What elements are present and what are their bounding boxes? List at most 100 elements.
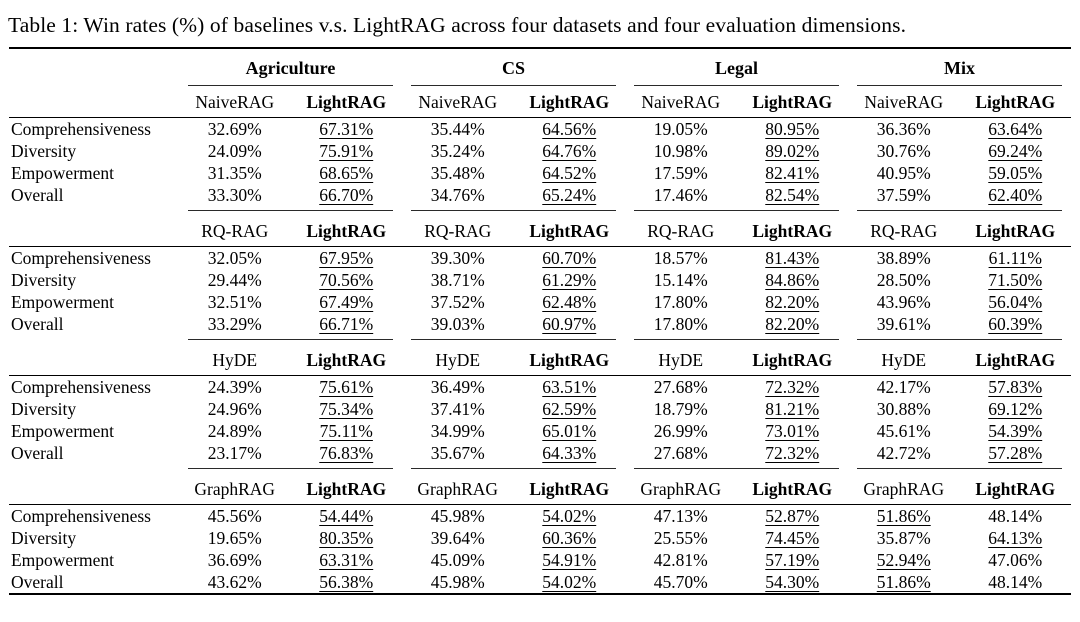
lightrag-win-rate: 82.20% xyxy=(765,314,820,334)
group-rule xyxy=(179,206,402,216)
lightrag-header: LightRAG xyxy=(736,345,848,376)
lightrag-win-rate: 64.76% xyxy=(542,141,597,161)
baseline-win-rate: 18.57% xyxy=(653,248,708,268)
baseline-win-rate: 34.76% xyxy=(430,185,485,205)
lightrag-win-rate: 68.65% xyxy=(319,163,374,183)
lightrag-win-rate: 89.02% xyxy=(765,141,820,161)
lightrag-win-rate: 82.41% xyxy=(765,163,820,183)
metric-label: Overall xyxy=(10,185,64,205)
lightrag-win-rate: 69.12% xyxy=(988,399,1043,419)
baseline-win-rate: 36.36% xyxy=(876,119,931,139)
baseline-name-header: RQ-RAG xyxy=(848,216,960,247)
baseline-name-header: HyDE xyxy=(401,345,514,376)
lightrag-win-rate: 60.97% xyxy=(542,314,597,334)
baseline-win-rate: 26.99% xyxy=(653,421,708,441)
baseline-win-rate: 45.98% xyxy=(430,506,485,526)
lightrag-win-rate: 64.33% xyxy=(542,443,597,463)
baseline-name-header: NaiveRAG xyxy=(848,87,960,118)
lightrag-header: LightRAG xyxy=(290,216,402,247)
lightrag-win-rate: 54.02% xyxy=(542,506,597,526)
metric-label: Overall xyxy=(10,314,64,334)
lightrag-header: LightRAG xyxy=(513,87,625,118)
group-rule xyxy=(402,335,625,345)
lightrag-header: LightRAG xyxy=(513,345,625,376)
lightrag-win-rate: 54.39% xyxy=(988,421,1043,441)
dataset-header: Legal xyxy=(625,47,848,87)
baseline-name-header: RQ-RAG xyxy=(401,216,514,247)
lightrag-win-rate: 80.35% xyxy=(319,528,374,548)
baseline-win-rate: 39.64% xyxy=(430,528,485,548)
lightrag-header: LightRAG xyxy=(513,216,625,247)
lightrag-win-rate: 56.04% xyxy=(988,292,1043,312)
baseline-name-header: GraphRAG xyxy=(178,474,291,505)
baseline-win-rate: 45.09% xyxy=(430,550,485,570)
lightrag-win-rate: 64.13% xyxy=(988,528,1043,548)
lightrag-win-rate: 76.83% xyxy=(319,443,374,463)
group-rule xyxy=(402,206,625,216)
lightrag-win-rate: 54.44% xyxy=(319,506,374,526)
baseline-win-rate: 34.99% xyxy=(430,421,485,441)
baseline-win-rate: 32.05% xyxy=(207,248,262,268)
lightrag-win-rate: 60.70% xyxy=(542,248,597,268)
results-table: Agriculture CS Legal Mix NaiveRAG LightRAG Nai… xyxy=(8,47,1071,595)
lightrag-win-rate: 75.61% xyxy=(319,377,374,397)
lightrag-win-rate: 54.30% xyxy=(736,571,848,595)
baseline-win-rate: 39.03% xyxy=(430,314,485,334)
lightrag-win-rate: 67.49% xyxy=(319,292,374,312)
baseline-win-rate: 17.80% xyxy=(653,292,708,312)
lightrag-header: LightRAG xyxy=(959,474,1071,505)
baseline-win-rate: 38.71% xyxy=(430,270,485,290)
baseline-win-rate: 43.96% xyxy=(876,292,931,312)
baseline-win-rate: 42.17% xyxy=(876,377,931,397)
dataset-header: Agriculture xyxy=(178,47,402,87)
baseline-win-rate: 10.98% xyxy=(653,141,708,161)
group-rule xyxy=(848,206,1071,216)
lightrag-header: LightRAG xyxy=(959,216,1071,247)
spacer-cell xyxy=(9,335,179,345)
subhead-empty-cell xyxy=(8,216,179,247)
lightrag-win-rate: 66.70% xyxy=(319,185,374,205)
baseline-name-header: RQ-RAG xyxy=(178,216,291,247)
results-table-body: Agriculture CS Legal Mix NaiveRAG LightRAG Nai… xyxy=(8,47,1071,595)
baseline-win-rate: 19.65% xyxy=(207,528,262,548)
lightrag-win-rate: 81.21% xyxy=(765,399,820,419)
lightrag-win-rate: 59.05% xyxy=(988,163,1043,183)
baseline-win-rate: 43.62% xyxy=(178,571,291,595)
baseline-win-rate: 42.72% xyxy=(876,443,931,463)
lightrag-win-rate: 57.28% xyxy=(988,443,1043,463)
lightrag-win-rate: 60.39% xyxy=(988,314,1043,334)
subhead-empty-cell xyxy=(8,87,179,118)
group-rule xyxy=(402,464,625,474)
lightrag-win-rate: 60.36% xyxy=(542,528,597,548)
baseline-win-rate: 51.86% xyxy=(876,506,931,526)
baseline-name-header: HyDE xyxy=(178,345,291,376)
baseline-win-rate: 33.29% xyxy=(207,314,262,334)
lightrag-win-rate: 72.32% xyxy=(765,443,820,463)
baseline-win-rate: 23.17% xyxy=(207,443,262,463)
lightrag-win-rate: 63.31% xyxy=(319,550,374,570)
baseline-win-rate: 35.87% xyxy=(876,528,931,548)
lightrag-header: LightRAG xyxy=(736,87,848,118)
baseline-win-rate: 38.89% xyxy=(876,248,931,268)
dataset-header: Mix xyxy=(848,47,1071,87)
metric-label: Comprehensiveness xyxy=(10,377,151,397)
metric-label: Empowerment xyxy=(10,163,115,183)
baseline-win-rate: 32.51% xyxy=(207,292,262,312)
baseline-win-rate: 45.56% xyxy=(207,506,262,526)
lightrag-win-rate: 73.01% xyxy=(765,421,820,441)
baseline-win-rate: 35.24% xyxy=(430,141,485,161)
baseline-win-rate: 52.94% xyxy=(876,550,931,570)
baseline-win-rate: 24.96% xyxy=(207,399,262,419)
lightrag-header: LightRAG xyxy=(290,345,402,376)
baseline-win-rate: 35.67% xyxy=(430,443,485,463)
metric-label: Empowerment xyxy=(10,421,115,441)
baseline-win-rate: 37.41% xyxy=(430,399,485,419)
lightrag-win-rate: 64.52% xyxy=(542,163,597,183)
baseline-win-rate: 15.14% xyxy=(653,270,708,290)
group-rule xyxy=(848,335,1071,345)
lightrag-win-rate: 62.48% xyxy=(542,292,597,312)
lightrag-win-rate: 57.83% xyxy=(988,377,1043,397)
baseline-win-rate: 36.49% xyxy=(430,377,485,397)
baseline-win-rate: 37.52% xyxy=(430,292,485,312)
